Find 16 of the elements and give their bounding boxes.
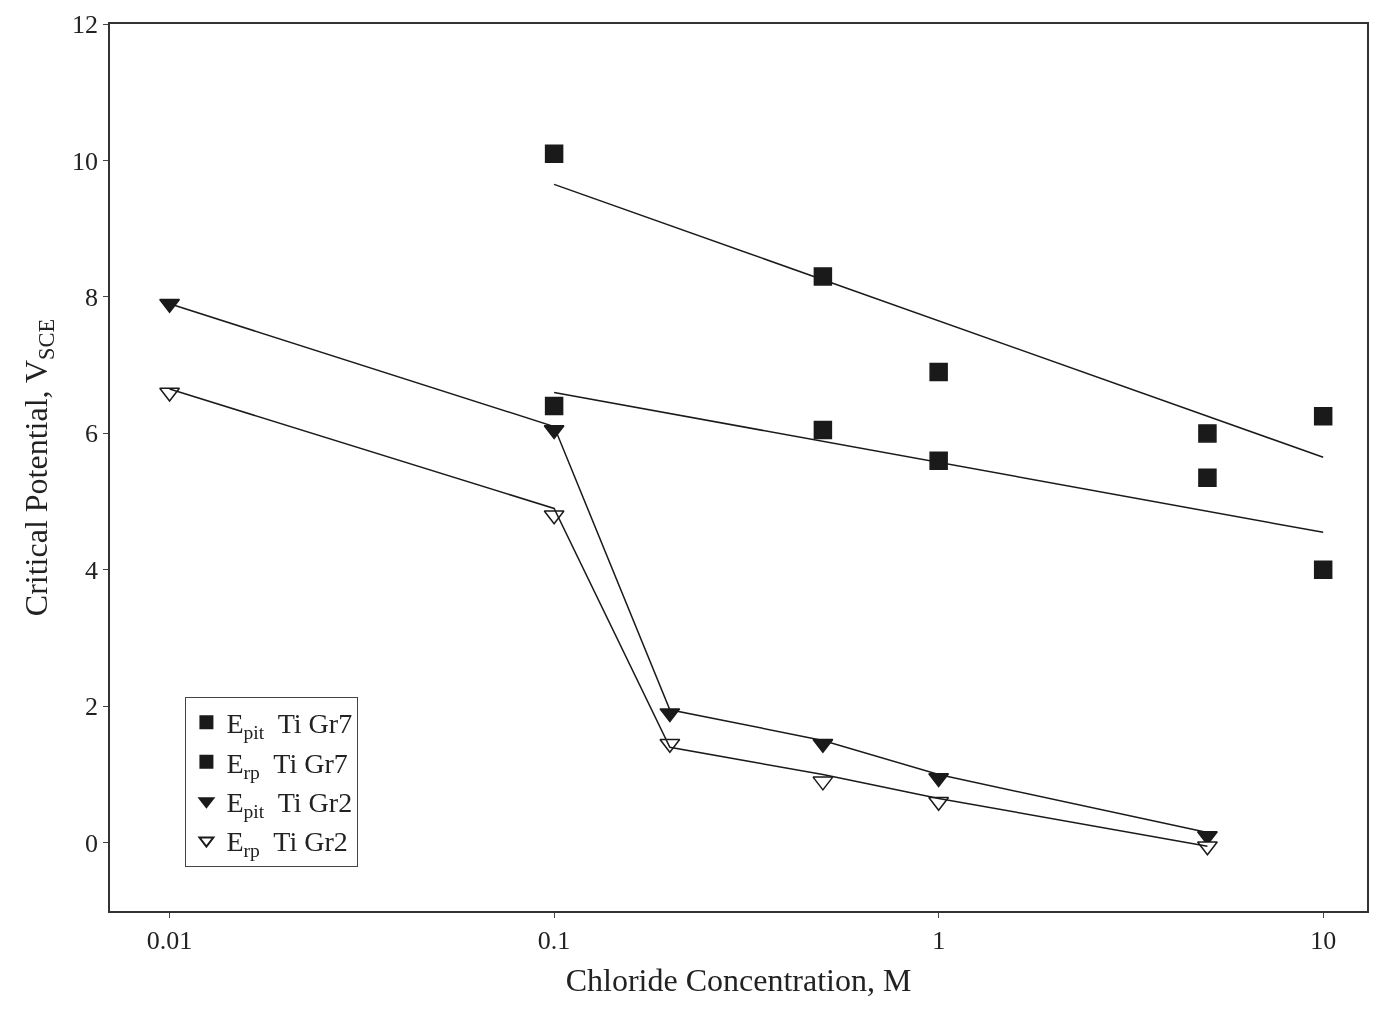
y-tick-label: 10 <box>72 146 99 176</box>
x-axis-title: Chloride Concentration, M <box>565 962 912 999</box>
legend-label: E$_{pit}$ Ti Gr7 <box>226 708 353 744</box>
legend-label: E$_{rp}$ Ti Gr2 <box>226 826 348 862</box>
legend-label: E$_{rp}$ Ti Gr7 <box>226 747 348 783</box>
y-tick-label: 6 <box>85 419 99 449</box>
x-tick-label: 0.01 <box>146 925 193 955</box>
y-tick-label: 0 <box>85 828 99 858</box>
x-tick-label: 10 <box>1310 925 1337 955</box>
y-tick-label: 4 <box>85 555 99 585</box>
y-tick-label: 12 <box>72 10 99 40</box>
legend-label: E$_{pit}$ Ti Gr2 <box>226 787 353 822</box>
y-tick-label: 8 <box>85 283 99 313</box>
x-tick-label: 0.1 <box>537 925 571 955</box>
y-tick-label: 2 <box>85 692 99 722</box>
x-tick-label: 1 <box>932 925 946 955</box>
